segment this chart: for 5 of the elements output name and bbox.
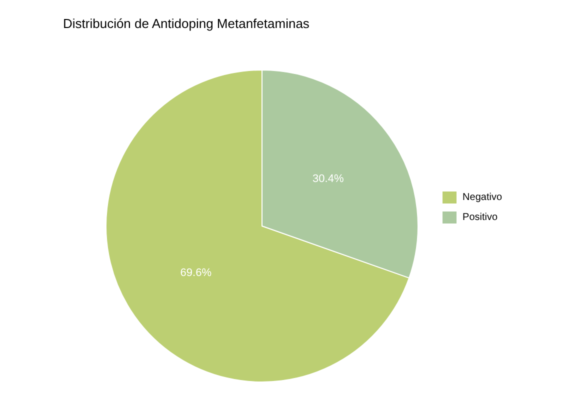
- data-label: 69.6%: [180, 266, 212, 279]
- legend-label: Positivo: [462, 212, 498, 223]
- data-label: 30.4%: [312, 173, 344, 186]
- legend-label: Negativo: [462, 192, 502, 203]
- chart-title: Distribución de Antidoping Metanfetaminas: [63, 16, 310, 31]
